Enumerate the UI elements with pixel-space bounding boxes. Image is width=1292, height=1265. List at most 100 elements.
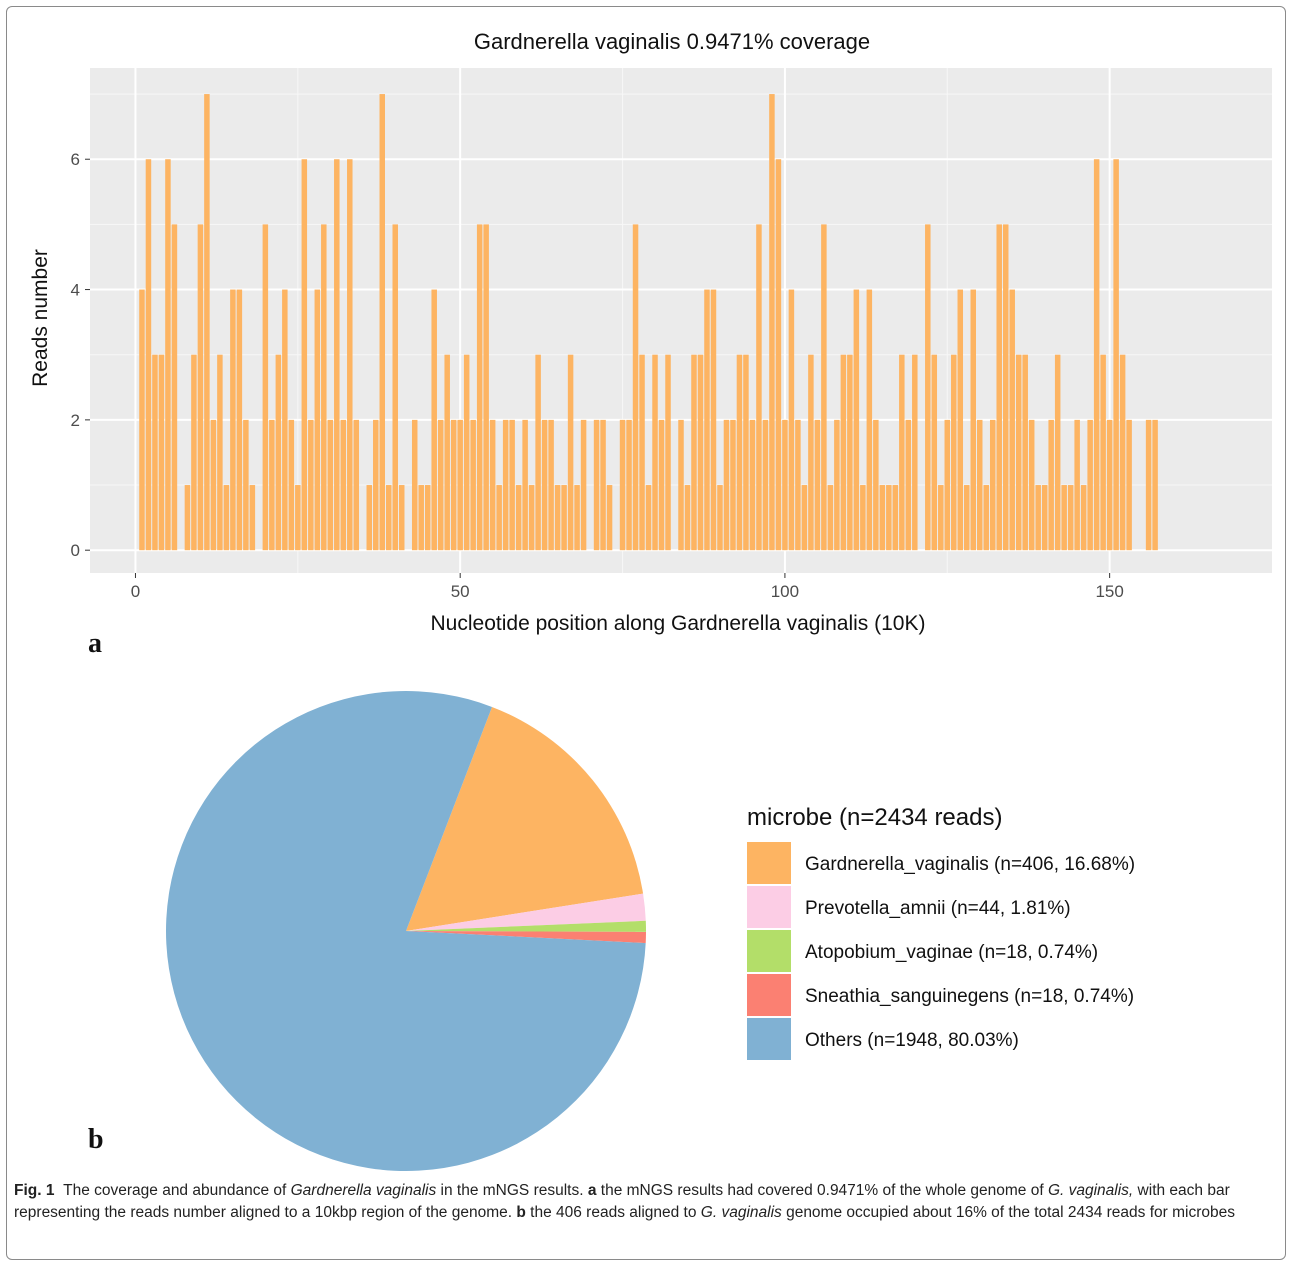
bar bbox=[483, 224, 489, 551]
bar bbox=[373, 419, 379, 551]
bar bbox=[782, 419, 788, 551]
bar bbox=[717, 485, 723, 551]
bar bbox=[522, 419, 528, 551]
bar bbox=[840, 354, 847, 551]
bar bbox=[951, 354, 957, 551]
legend-swatch bbox=[747, 886, 791, 928]
bar bbox=[321, 224, 327, 551]
y-axis-ticks: 0 2 4 6 bbox=[71, 150, 90, 560]
x-axis-ticks: 0 50 100 150 bbox=[131, 573, 1124, 601]
bar bbox=[860, 485, 866, 551]
bar bbox=[944, 419, 951, 551]
bar bbox=[541, 419, 548, 551]
bar bbox=[496, 485, 502, 551]
x-tick-label: 100 bbox=[771, 582, 799, 601]
bar bbox=[899, 354, 905, 551]
legend-label: Sneathia_sanguinegens (n=18, 0.74%) bbox=[805, 986, 1134, 1007]
bar bbox=[639, 354, 645, 551]
bar bbox=[489, 419, 496, 551]
y-tick-label: 4 bbox=[71, 281, 80, 300]
bar bbox=[236, 289, 243, 551]
bar bbox=[1100, 354, 1106, 551]
bar bbox=[977, 419, 983, 551]
legend-swatch bbox=[747, 1018, 791, 1060]
bar bbox=[632, 224, 639, 551]
bar bbox=[743, 354, 749, 551]
bar bbox=[873, 419, 879, 551]
bar bbox=[1080, 485, 1087, 551]
bar bbox=[762, 419, 769, 551]
y-tick-label: 2 bbox=[71, 411, 80, 430]
bar bbox=[801, 485, 808, 551]
bar bbox=[736, 354, 743, 551]
bar bbox=[1093, 159, 1100, 551]
bar bbox=[561, 485, 567, 551]
bar bbox=[249, 485, 256, 551]
figure-frame bbox=[6, 6, 1286, 1260]
legend-swatch bbox=[747, 930, 791, 972]
bar bbox=[470, 419, 476, 551]
bar bbox=[152, 354, 158, 551]
bar bbox=[386, 485, 392, 551]
legend-swatch bbox=[747, 842, 791, 884]
y-tick-label: 0 bbox=[71, 541, 80, 560]
bar bbox=[834, 419, 840, 551]
caption-panel-b: b bbox=[516, 1204, 526, 1221]
bar bbox=[392, 224, 398, 551]
bar bbox=[567, 354, 574, 551]
bar bbox=[1074, 419, 1080, 551]
x-tick-label: 50 bbox=[451, 582, 470, 601]
legend-label: Gardnerella_vaginalis (n=406, 16.68%) bbox=[805, 854, 1135, 875]
bar bbox=[879, 485, 886, 551]
bar bbox=[808, 354, 814, 551]
bar bbox=[912, 354, 918, 551]
pie-slice bbox=[166, 691, 646, 1171]
legend-label: Others (n=1948, 80.03%) bbox=[805, 1030, 1019, 1051]
panel-label-b: b bbox=[88, 1124, 104, 1155]
bar bbox=[1067, 485, 1074, 551]
bar bbox=[1087, 419, 1093, 551]
bar bbox=[314, 289, 321, 551]
bar bbox=[886, 485, 892, 551]
bar bbox=[1145, 419, 1152, 551]
bar bbox=[1048, 419, 1054, 551]
bar bbox=[288, 419, 295, 551]
bar bbox=[723, 419, 730, 551]
pie-slice bbox=[406, 931, 646, 944]
bar bbox=[626, 419, 632, 551]
caption-species: G. vaginalis, bbox=[1047, 1182, 1134, 1199]
bar bbox=[665, 354, 671, 551]
bar bbox=[925, 224, 931, 551]
bar bbox=[938, 485, 944, 551]
bar bbox=[769, 94, 775, 551]
bar bbox=[775, 159, 782, 551]
bar bbox=[1054, 354, 1061, 551]
bar bbox=[515, 485, 522, 551]
bar bbox=[197, 224, 204, 551]
bar bbox=[1035, 485, 1041, 551]
abundance-pie-chart: microbe (n=2434 reads) Gardnerella_vagin… bbox=[88, 691, 1135, 1171]
bar bbox=[184, 485, 191, 551]
bar bbox=[243, 419, 249, 551]
bar bbox=[957, 289, 964, 551]
bar bbox=[821, 224, 827, 551]
bar bbox=[528, 485, 535, 551]
bar bbox=[418, 485, 424, 551]
coverage-bar-chart: Gardnerella vaginalis 0.9471% coverage 0… bbox=[29, 29, 1272, 659]
bar bbox=[652, 354, 658, 551]
caption-species: Gardnerella vaginalis bbox=[290, 1182, 437, 1199]
bar bbox=[1152, 419, 1158, 551]
bar bbox=[366, 485, 373, 551]
caption-fig-label: Fig. 1 bbox=[14, 1182, 55, 1199]
bar bbox=[983, 485, 989, 551]
bar bbox=[230, 289, 236, 551]
bar bbox=[1113, 159, 1119, 551]
bar bbox=[697, 354, 704, 551]
bar bbox=[989, 419, 996, 551]
bar bbox=[814, 419, 821, 551]
bar bbox=[463, 354, 470, 551]
bar bbox=[340, 419, 347, 551]
y-axis-label: Reads number bbox=[29, 249, 52, 387]
bar bbox=[1061, 485, 1067, 551]
bar bbox=[905, 419, 912, 551]
